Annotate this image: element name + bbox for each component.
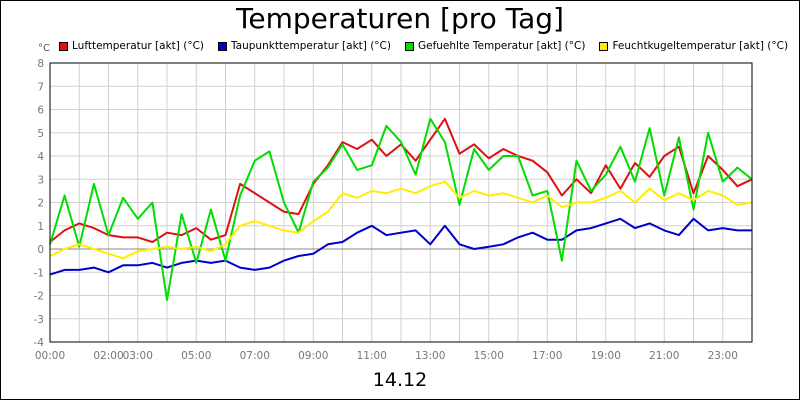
x-tick-label: 05:00 [181, 350, 211, 362]
y-tick-label: -4 [34, 337, 45, 349]
legend-label-feuchtkugeltemperatur: Feuchtkugeltemperatur [akt] (°C) [612, 40, 789, 52]
y-tick-label: 7 [37, 81, 44, 93]
date-label: 14.12 [372, 369, 428, 391]
y-tick-label: 1 [37, 221, 44, 233]
y-tick-label: -3 [34, 314, 44, 326]
x-tick-label: 02:00 [93, 350, 123, 362]
legend-item-feuchtkugeltemperatur: Feuchtkugeltemperatur [akt] (°C) [599, 39, 788, 53]
x-tick-label: 23:00 [708, 350, 738, 362]
legend-label-gefuehlte-temperatur: Gefuehlte Temperatur [akt] (°C) [417, 40, 586, 52]
series-line-1 [49, 217, 752, 276]
x-tick-label: 03:00 [123, 350, 153, 362]
legend-item-taupunkttemperatur: Taupunkttemperatur [akt] (°C) [218, 39, 391, 53]
legend-swatch-lufttemperatur [59, 41, 68, 51]
y-tick-label: 3 [37, 174, 44, 186]
x-tick-label: 17:00 [532, 350, 562, 362]
chart-title: Temperaturen [pro Tag] [236, 2, 564, 35]
y-tick-label: 8 [37, 58, 44, 70]
series-line-3 [49, 180, 753, 260]
legend: Lufttemperatur [akt] (°C) Taupunkttemper… [59, 39, 788, 53]
x-tick-label: 19:00 [591, 350, 621, 362]
legend-label-lufttemperatur: Lufttemperatur [akt] (°C) [72, 40, 204, 52]
y-unit-label: °C [38, 43, 50, 54]
y-tick-label: 5 [37, 128, 44, 140]
y-tick-label: -2 [34, 291, 44, 303]
legend-swatch-taupunkttemperatur [218, 41, 227, 51]
x-tick-label: 00:00 [35, 350, 65, 362]
x-tick-label: 13:00 [415, 350, 445, 362]
legend-item-gefuehlte-temperatur: Gefuehlte Temperatur [akt] (°C) [404, 39, 586, 53]
legend-item-lufttemperatur: Lufttemperatur [akt] (°C) [59, 39, 204, 53]
y-tick-label: 0 [37, 244, 44, 256]
y-tick-label: 6 [37, 105, 44, 117]
series-line-2 [49, 117, 753, 302]
legend-swatch-feuchtkugeltemperatur [599, 41, 609, 51]
x-tick-label: 07:00 [240, 350, 270, 362]
y-tick-label: -1 [34, 267, 44, 279]
y-tick-label: 2 [37, 198, 44, 210]
legend-swatch-gefuehlte-temperatur [404, 41, 414, 51]
x-tick-label: 09:00 [298, 350, 328, 362]
legend-label-taupunkttemperatur: Taupunkttemperatur [akt] (°C) [231, 40, 391, 52]
x-tick-label: 21:00 [649, 350, 679, 362]
y-tick-label: 4 [37, 151, 44, 163]
x-tick-label: 11:00 [357, 350, 387, 362]
plot-border [49, 62, 753, 343]
x-tick-label: 15:00 [474, 350, 504, 362]
